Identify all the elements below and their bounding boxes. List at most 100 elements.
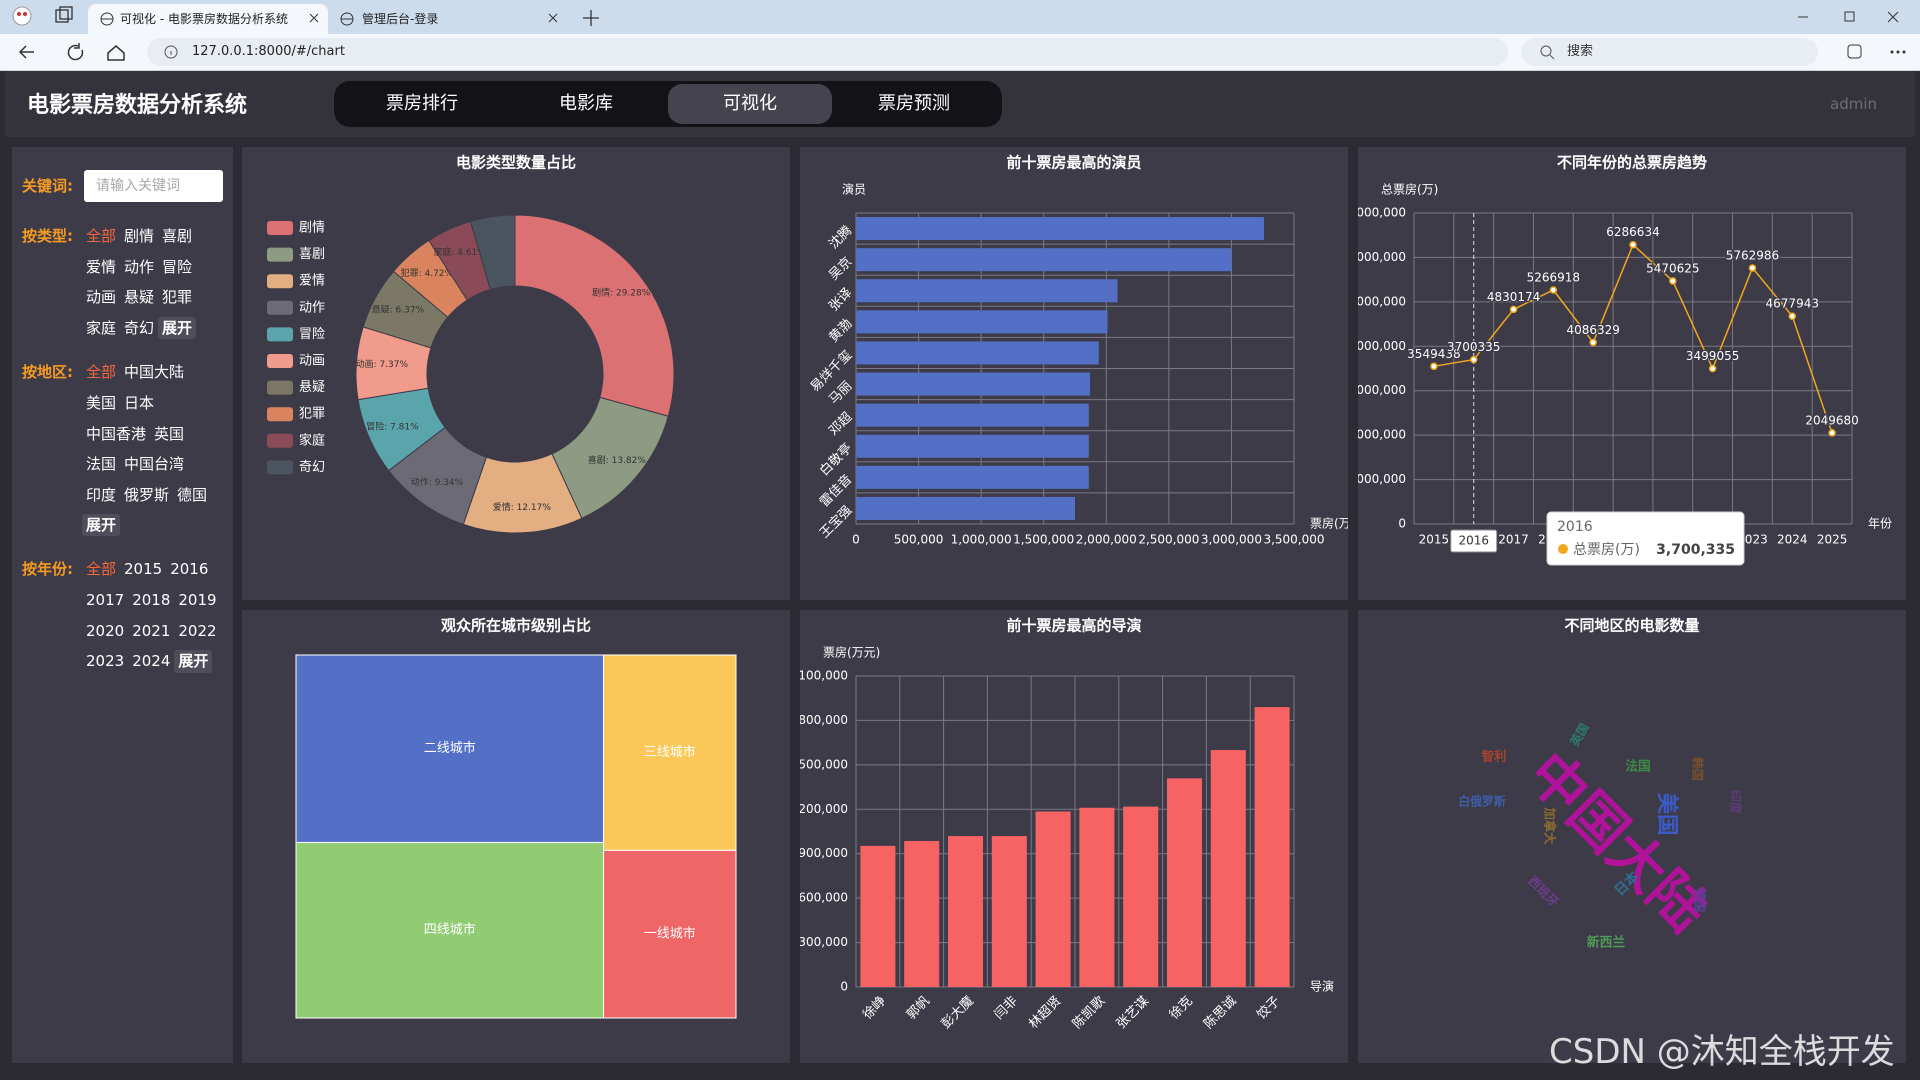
filter-option[interactable]: 2020 [86,621,125,640]
bar [856,403,1089,427]
nav-item[interactable]: 电影库 [559,93,613,114]
tooltip-series: 总票房(万) [1573,542,1640,558]
chart-title: 不同年份的总票房趋势 [1557,154,1707,172]
bar [1210,750,1246,987]
filter-option[interactable]: 奇幻 [124,318,155,337]
legend-label: 剧情 [299,221,325,236]
legend-label: 冒险 [299,327,325,342]
point [1430,362,1438,371]
point [1788,312,1797,320]
word: 加拿大 [1543,807,1558,846]
y-axis-name: 演员 [842,182,866,197]
chart-title: 电影类型数量占比 [456,154,576,172]
browser-tab[interactable]: 可视化 - 电影票房数据分析系统 [88,4,328,34]
filter-option[interactable]: 2018 [132,590,171,609]
chart-panel: 前十票房最高的导演 0 300,000 600,000 900,000 1,200,000… [800,610,1348,1063]
expand-button[interactable]: 展开 [82,514,121,537]
y-tick-label: 900,000 [800,846,848,860]
point [1669,277,1677,285]
y-tick-label: 0 [840,980,848,994]
search-field[interactable]: 搜索 [1521,38,1818,66]
x-tick-label: 1,500,000 [1013,533,1074,547]
x-tick-label: 2025 [1817,533,1848,547]
legend-label: 悬疑 [299,379,325,395]
filter-option[interactable]: 喜剧 [162,227,193,245]
y-tick-label: 5,000,000 [1358,294,1406,308]
legend-label: 奇幻 [299,459,325,475]
point [1589,338,1597,347]
slice-label: 动作: 9.34% [411,476,464,488]
filter-option[interactable]: 冒险 [162,257,193,276]
filter-option[interactable]: 中国大陆 [124,363,185,382]
tooltip [1546,511,1745,566]
expand-button[interactable]: 展开 [174,650,213,673]
nav-item[interactable]: 可视化 [668,84,832,124]
bar [947,836,984,987]
legend-label: 爱情 [299,274,325,289]
nav-item[interactable]: 票房排行 [386,93,458,114]
filter-option[interactable]: 犯罪 [162,288,193,307]
filter-option[interactable]: 印度 [86,485,117,504]
filter-option[interactable]: 爱情 [86,257,117,276]
chart-title: 前十票房最高的导演 [1006,617,1141,635]
filter-option[interactable]: 俄罗斯 [124,485,170,504]
slice-label: 冒险: 7.81% [366,420,419,432]
treemap-cell [295,654,605,843]
pie-slice [469,214,516,291]
filter-option[interactable]: 2016 [170,560,209,579]
filter-option[interactable]: 动作 [124,257,155,276]
filter-sidebar: 关键词: 请输入关键词 按类型: 全部 剧情 喜剧 爱情 动作 冒险 动画 悬疑 犯罪 家庭 奇幻 展开… [12,147,233,1063]
expand-button[interactable]: 展开 [158,316,197,340]
filter-label: 按类型: [22,227,73,245]
user-name[interactable]: admin [1830,95,1877,113]
filter-option[interactable]: 剧情 [124,227,155,245]
filter-option[interactable]: 全部 [86,227,117,245]
info-icon [164,45,178,59]
legend-label: 动画 [299,354,325,369]
y-tick-label: 1,200,000 [800,802,848,816]
filter-option[interactable]: 中国台湾 [124,455,185,474]
filter-option[interactable]: 2021 [132,621,171,640]
y-tick-label: 6,000,000 [1358,250,1406,264]
search-text: 搜索 [1567,44,1594,59]
point [1708,364,1717,373]
cell-label: 三线城市 [644,744,696,760]
filter-option[interactable]: 2017 [86,590,125,609]
legend-swatch [267,327,293,342]
filter-option[interactable]: 中国香港 [86,424,147,443]
keyword-input[interactable]: 请输入关键词 [84,170,223,202]
filter-option[interactable]: 全部 [86,560,117,579]
slice-label: 喜剧: 13.82% [588,454,647,466]
legend-swatch [267,354,293,368]
filter-option[interactable]: 德国 [177,485,208,504]
filter-label: 按地区: [22,363,73,382]
filter-option[interactable]: 2022 [178,621,217,640]
filter-option[interactable]: 家庭 [86,318,117,337]
y-axis-name: 票房(万元) [823,645,880,660]
filter-option[interactable]: 全部 [86,363,117,382]
filter-option[interactable]: 悬疑 [124,288,155,307]
legend-swatch [267,460,293,475]
point [1629,240,1637,249]
url-field[interactable]: 127.0.0.1:8000/#/chart [147,38,1508,66]
filter-option[interactable]: 英国 [154,424,185,443]
filter-option[interactable]: 动画 [86,288,117,307]
filter-option[interactable]: 美国 [86,393,117,412]
filter-option[interactable]: 日本 [124,393,155,412]
slice-label: 剧情: 29.28% [592,287,651,299]
browser-tab[interactable]: 管理后台-登录 [362,12,439,26]
filter-option[interactable]: 法国 [86,455,117,474]
point [1549,286,1558,294]
legend-swatch [267,221,293,235]
url-text: 127.0.0.1:8000/#/chart [192,44,345,59]
y-tick-label: 1,000,000 [1358,472,1406,486]
filter-option[interactable]: 2015 [124,560,163,579]
filter-option[interactable]: 2019 [178,590,217,609]
tooltip-value: 3,700,335 [1656,542,1735,558]
filter-option[interactable]: 2023 [86,652,125,671]
nav-item[interactable]: 票房预测 [878,93,950,114]
filter-option[interactable]: 2024 [132,652,171,671]
